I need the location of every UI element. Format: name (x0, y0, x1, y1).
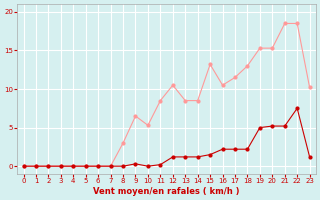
X-axis label: Vent moyen/en rafales ( km/h ): Vent moyen/en rafales ( km/h ) (93, 187, 240, 196)
